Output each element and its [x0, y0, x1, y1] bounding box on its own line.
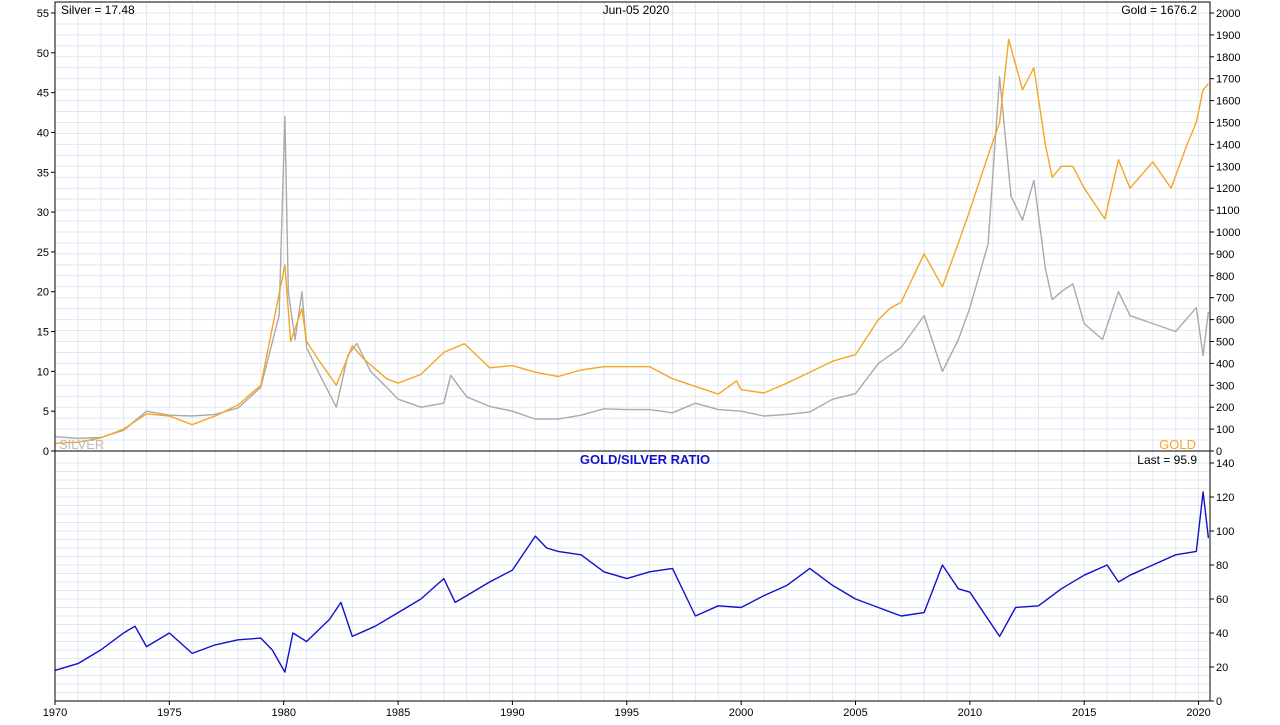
right-axis-tick-label: 1000	[1216, 227, 1240, 239]
upper-panel-frame	[55, 2, 1210, 451]
left-axis-tick-label: 50	[37, 48, 49, 60]
ratio-last-readout: Last = 95.9	[1137, 453, 1197, 467]
right-axis-tick-label: 1100	[1216, 205, 1240, 217]
legend-gold: GOLD	[1159, 437, 1196, 452]
left-axis-tick-label: 45	[37, 88, 49, 100]
x-axis-tick-label: 1995	[615, 707, 639, 719]
right-axis-tick-label: 1300	[1216, 161, 1240, 173]
right-axis-tick-label: 800	[1216, 271, 1234, 283]
right-axis-tick-label: 300	[1216, 380, 1234, 392]
right-axis-tick-label: 1200	[1216, 183, 1240, 195]
x-axis-tick-label: 2015	[1072, 707, 1096, 719]
right-axis-tick-label: 1400	[1216, 139, 1240, 151]
right-axis-tick-label: 100	[1216, 424, 1234, 436]
ratio-axis-tick-label: 40	[1216, 628, 1228, 640]
ratio-axis-tick-label: 100	[1216, 526, 1234, 538]
right-axis-tick-label: 1700	[1216, 74, 1240, 86]
x-axis-tick-label: 2000	[729, 707, 753, 719]
silver-series-line	[55, 77, 1208, 439]
x-axis-tick-label: 1980	[271, 707, 295, 719]
x-axis-tick-label: 1990	[500, 707, 524, 719]
ratio-axis-tick-label: 0	[1216, 696, 1222, 708]
gold-readout: Gold = 1676.2	[1121, 3, 1197, 17]
right-axis-tick-label: 1600	[1216, 96, 1240, 108]
x-axis-tick-label: 1975	[157, 707, 181, 719]
axis-layer	[55, 2, 1210, 701]
ratio-axis-tick-label: 140	[1216, 458, 1234, 470]
legend-silver: SILVER	[59, 437, 104, 452]
x-axis-tick-label: 2020	[1186, 707, 1210, 719]
left-axis-tick-label: 35	[37, 167, 49, 179]
right-axis-tick-label: 900	[1216, 249, 1234, 261]
gold-series-line	[55, 39, 1208, 443]
left-axis-tick-label: 25	[37, 247, 49, 259]
left-axis-tick-label: 10	[37, 366, 49, 378]
series-layer	[55, 39, 1208, 672]
right-axis-tick-label: 700	[1216, 293, 1234, 305]
ratio-panel-title: GOLD/SILVER RATIO	[580, 452, 710, 467]
ratio-axis-tick-label: 20	[1216, 662, 1228, 674]
right-axis-tick-label: 1900	[1216, 30, 1240, 42]
left-axis-tick-label: 0	[43, 446, 49, 458]
ratio-axis-tick-label: 120	[1216, 492, 1234, 504]
left-axis-tick-label: 55	[37, 8, 49, 20]
left-axis-tick-label: 40	[37, 127, 49, 139]
x-axis-tick-label: 1985	[386, 707, 410, 719]
right-axis-tick-label: 1500	[1216, 118, 1240, 130]
right-axis-tick-label: 2000	[1216, 8, 1240, 20]
right-axis-tick-label: 200	[1216, 402, 1234, 414]
right-axis-tick-label: 0	[1216, 446, 1222, 458]
left-axis-tick-label: 30	[37, 207, 49, 219]
ratio-axis-tick-label: 60	[1216, 594, 1228, 606]
ratio-axis-tick-label: 80	[1216, 560, 1228, 572]
grid-layer	[55, 2, 1210, 701]
right-axis-tick-label: 400	[1216, 358, 1234, 370]
right-axis-tick-label: 600	[1216, 315, 1234, 327]
left-axis-tick-label: 5	[43, 406, 49, 418]
x-axis-tick-label: 2005	[843, 707, 867, 719]
x-axis-tick-label: 2010	[958, 707, 982, 719]
chart-date: Jun-05 2020	[603, 3, 670, 17]
left-axis-tick-label: 20	[37, 287, 49, 299]
right-axis-tick-label: 500	[1216, 337, 1234, 349]
right-axis-tick-label: 1800	[1216, 52, 1240, 64]
left-axis-tick-label: 15	[37, 327, 49, 339]
x-axis-tick-label: 1970	[43, 707, 67, 719]
silver-readout: Silver = 17.48	[61, 3, 135, 17]
